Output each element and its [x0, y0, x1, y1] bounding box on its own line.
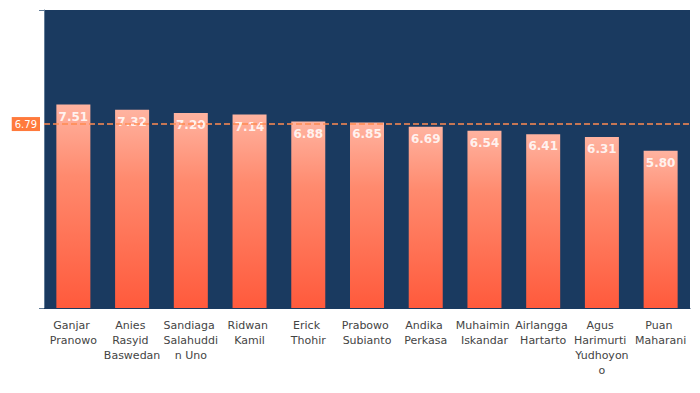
- svg-text:Baswedan: Baswedan: [104, 349, 161, 362]
- svg-text:7.14: 7.14: [235, 120, 265, 134]
- svg-text:Harimurti: Harimurti: [574, 334, 630, 347]
- svg-text:Prabowo: Prabowo: [342, 319, 393, 332]
- svg-text:Thohir: Thohir: [290, 334, 326, 347]
- svg-text:Pranowo: Pranowo: [50, 334, 97, 347]
- svg-text:6.41: 6.41: [528, 139, 558, 153]
- svg-text:7.51: 7.51: [59, 110, 89, 124]
- svg-text:Ridwan: Ridwan: [228, 319, 272, 332]
- svg-text:6.88: 6.88: [293, 127, 323, 141]
- svg-text:Sandiaga: Sandiaga: [163, 319, 218, 332]
- svg-text:Puan: Puan: [645, 319, 676, 332]
- svg-text:5.80: 5.80: [646, 156, 676, 170]
- svg-text:6.31: 6.31: [587, 142, 617, 156]
- svg-text:o: o: [599, 364, 606, 377]
- svg-text:Erick: Erick: [293, 319, 323, 332]
- svg-text:6.85: 6.85: [352, 127, 382, 141]
- svg-text:Kamil: Kamil: [234, 334, 265, 347]
- svg-text:6.54: 6.54: [470, 136, 500, 150]
- svg-text:Salahuddi: Salahuddi: [164, 334, 218, 347]
- svg-text:6.69: 6.69: [411, 132, 441, 146]
- svg-text:Andika: Andika: [405, 319, 446, 332]
- svg-text:6.79: 6.79: [15, 119, 37, 130]
- svg-text:7.32: 7.32: [117, 115, 147, 129]
- svg-text:Ganjar: Ganjar: [53, 319, 93, 332]
- svg-text:Iskandar: Iskandar: [461, 334, 509, 347]
- svg-text:Muhaimin: Muhaimin: [456, 319, 513, 332]
- svg-text:Agus: Agus: [587, 319, 618, 332]
- svg-text:Maharani: Maharani: [635, 334, 686, 347]
- svg-text:n Uno: n Uno: [175, 349, 207, 362]
- svg-text:Subianto: Subianto: [343, 334, 392, 347]
- svg-text:Perkasa: Perkasa: [404, 334, 447, 347]
- svg-text:7.20: 7.20: [176, 118, 206, 132]
- svg-text:Hartarto: Hartarto: [520, 334, 566, 347]
- svg-text:Anies: Anies: [115, 319, 149, 332]
- svg-text:Rasyid: Rasyid: [112, 334, 152, 347]
- svg-text:Airlangga: Airlangga: [515, 319, 571, 332]
- svg-text:Yudhoyon: Yudhoyon: [574, 349, 628, 362]
